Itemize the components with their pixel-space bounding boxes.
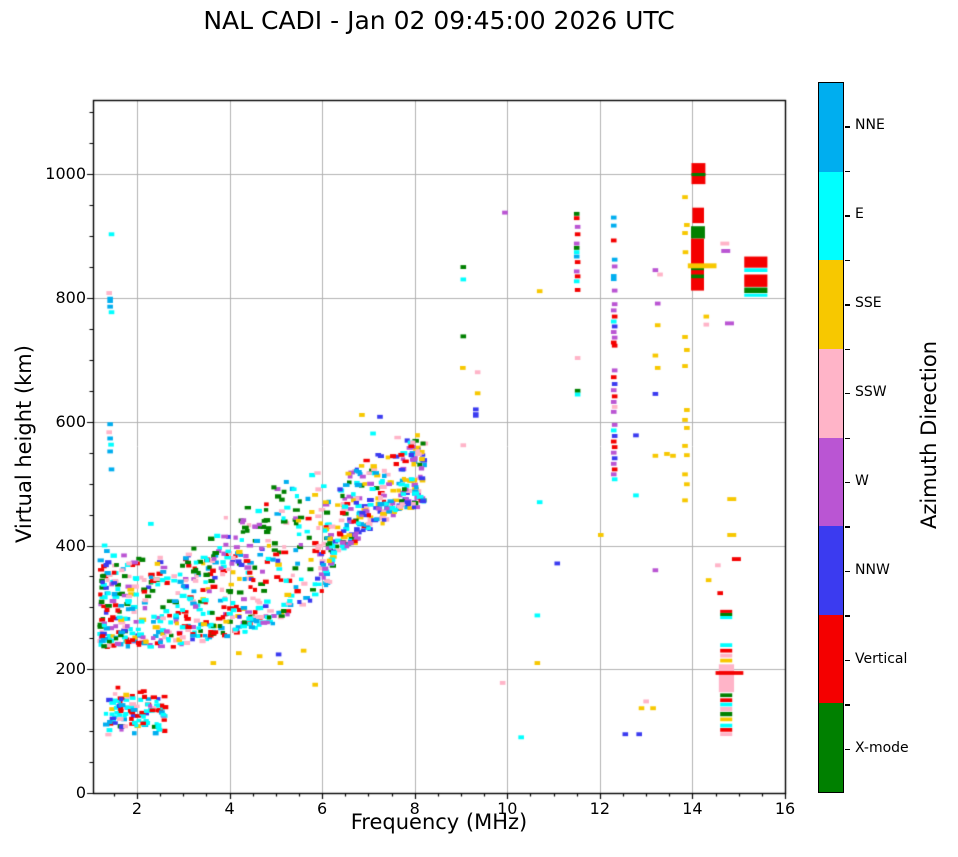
- y-tick-label: 200: [55, 659, 86, 679]
- colorbar-boundary-tick: [845, 259, 850, 262]
- colorbar-label-ssw: SSW: [855, 384, 887, 401]
- y-tick-label: 0: [75, 783, 86, 802]
- colorbar-center-tick: [845, 659, 850, 662]
- x-axis-label: Frequency (MHz): [350, 810, 528, 834]
- x-tick-label: 4: [224, 799, 235, 818]
- colorbar-segment-ssw: [819, 348, 843, 438]
- x-tick-label: 2: [131, 799, 143, 818]
- x-tick-label: 8: [409, 799, 420, 818]
- x-tick-label: 10: [497, 799, 518, 818]
- colorbar-label-nne: NNE: [855, 117, 885, 134]
- colorbar-label-x-mode: X-mode: [855, 739, 909, 756]
- colorbar-center-tick: [845, 570, 850, 573]
- colorbar-segment-nne: [819, 83, 843, 172]
- colorbar-segment-nnw: [819, 526, 843, 615]
- colorbar-center-tick: [845, 215, 850, 217]
- colorbar-center-tick: [845, 393, 850, 395]
- x-tick-label: 14: [682, 799, 703, 818]
- y-tick-label: 600: [55, 411, 86, 431]
- x-tick-label: 16: [774, 799, 796, 818]
- colorbar-center-tick: [845, 481, 850, 484]
- x-tick-label: 12: [589, 799, 611, 818]
- colorbar-segment-x-mode: [819, 703, 843, 792]
- colorbar-boundary-tick: [845, 348, 850, 351]
- colorbar-label-sse: SSE: [855, 295, 882, 312]
- x-tick-label: 6: [317, 799, 328, 818]
- colorbar-segment-e: [819, 171, 843, 261]
- colorbar-center-tick: [845, 748, 850, 750]
- colorbar-boundary-tick: [845, 437, 850, 439]
- colorbar-title: Azimuth Direction: [917, 340, 941, 530]
- y-tick-label: 400: [55, 535, 86, 555]
- colorbar-segment-vertical: [819, 614, 843, 704]
- colorbar-center-tick: [845, 304, 850, 306]
- azimuth-colorbar: [818, 82, 844, 793]
- colorbar-boundary-tick: [845, 615, 850, 617]
- colorbar-boundary-tick: [845, 170, 850, 173]
- colorbar-label-w: W: [855, 472, 869, 489]
- colorbar-boundary-tick: [845, 704, 850, 706]
- y-tick-label: 1000: [45, 164, 86, 184]
- colorbar-segment-sse: [819, 260, 843, 349]
- colorbar-segment-w: [819, 437, 843, 527]
- colorbar-label-e: E: [855, 206, 864, 223]
- y-tick-label: 800: [55, 288, 86, 307]
- colorbar-boundary-tick: [845, 526, 850, 528]
- colorbar-label-nnw: NNW: [855, 561, 890, 578]
- colorbar-label-vertical: Vertical: [855, 650, 908, 667]
- colorbar-center-tick: [845, 126, 850, 128]
